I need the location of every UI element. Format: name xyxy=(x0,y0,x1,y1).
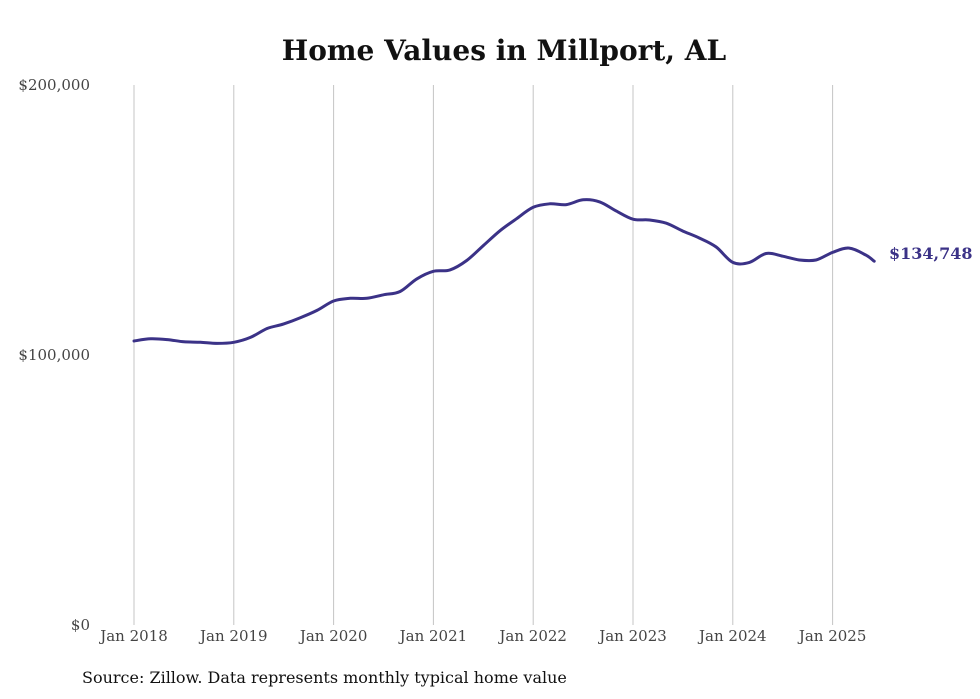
gridlines xyxy=(133,85,834,625)
x-axis-ticks: Jan 2018 Jan 2019 Jan 2020 Jan 2021 Jan 2022… xyxy=(98,627,866,645)
data-point xyxy=(465,259,468,262)
data-point xyxy=(182,340,186,343)
x-tick-label: Jan 2018 xyxy=(98,627,168,645)
data-point xyxy=(265,327,269,330)
source-note: Source: Zillow. Data represents monthly … xyxy=(82,668,567,687)
data-point xyxy=(482,244,485,247)
x-tick-label: Jan 2020 xyxy=(298,627,368,645)
data-point xyxy=(532,206,535,209)
data-point xyxy=(848,246,851,250)
x-tick-label: Jan 2023 xyxy=(597,627,667,645)
x-tick-label: Jan 2022 xyxy=(497,627,567,645)
data-point xyxy=(349,297,352,300)
x-tick-label: Jan 2019 xyxy=(198,627,268,645)
data-point xyxy=(149,337,152,340)
data-point xyxy=(698,236,701,240)
data-point xyxy=(831,251,834,254)
data-point xyxy=(565,203,568,206)
series-line-0 xyxy=(132,198,876,345)
data-point xyxy=(515,217,518,220)
last-value-label: $134,748 xyxy=(889,244,973,263)
data-point xyxy=(814,258,818,262)
data-point xyxy=(315,309,319,312)
data-point xyxy=(232,341,235,344)
data-point xyxy=(748,261,751,264)
data-point xyxy=(615,209,618,213)
data-point xyxy=(798,258,801,262)
data-point xyxy=(199,341,202,344)
x-tick-label: Jan 2024 xyxy=(697,627,767,645)
data-point xyxy=(432,270,435,273)
data-point xyxy=(873,260,876,263)
data-point xyxy=(781,255,784,258)
data-point xyxy=(382,293,385,296)
data-point xyxy=(282,322,285,326)
x-tick-label: Jan 2021 xyxy=(398,627,468,645)
data-point xyxy=(648,218,651,222)
series-layer xyxy=(132,198,876,345)
data-point xyxy=(398,290,402,293)
data-point xyxy=(249,336,252,339)
y-axis-ticks: $0 $100,000 $200,000 xyxy=(18,76,90,634)
data-point xyxy=(299,316,302,319)
data-point xyxy=(581,198,585,201)
y-tick-label: $200,000 xyxy=(18,76,90,94)
data-point xyxy=(864,253,868,257)
data-point xyxy=(598,200,601,204)
data-point xyxy=(764,252,768,255)
data-point xyxy=(132,339,136,343)
data-point xyxy=(448,268,452,272)
data-point xyxy=(548,202,551,205)
data-point xyxy=(681,229,685,233)
x-tick-label: Jan 2025 xyxy=(797,627,867,645)
data-point xyxy=(631,218,635,221)
chart-title: Home Values in Millport, AL xyxy=(282,34,727,67)
data-point xyxy=(216,342,219,345)
data-point xyxy=(365,297,369,300)
data-point xyxy=(166,338,169,341)
y-tick-label: $100,000 xyxy=(18,346,90,364)
data-point xyxy=(715,245,718,249)
data-point xyxy=(415,277,418,281)
y-tick-label: $0 xyxy=(71,616,90,634)
data-point xyxy=(332,299,335,303)
data-point xyxy=(731,261,734,264)
data-point xyxy=(498,229,502,232)
data-point xyxy=(665,222,668,225)
